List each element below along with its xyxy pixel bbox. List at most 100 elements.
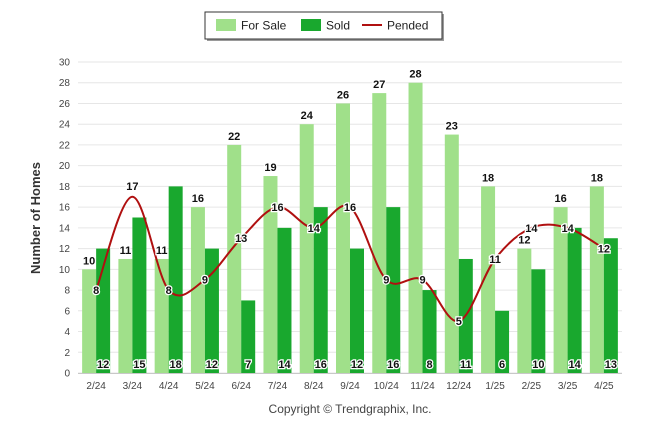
for-sale-value-label: 18 xyxy=(482,172,494,184)
y-tick-label: 0 xyxy=(64,369,70,380)
sold-value-label-halo: 18 xyxy=(170,359,182,371)
pended-value-label: 9 xyxy=(202,275,208,287)
pended-line-layer xyxy=(95,195,605,323)
for-sale-value-label-halo: 19 xyxy=(264,162,276,174)
for-sale-value-label-halo: 24 xyxy=(301,110,314,122)
sold-value-label-halo: 16 xyxy=(387,359,399,371)
sold-value-label: 6 xyxy=(499,359,505,371)
pended-value-label: 12 xyxy=(598,244,610,256)
bar-for-sale xyxy=(263,176,278,373)
pended-value-label: 14 xyxy=(561,223,574,235)
y-tick-label: 16 xyxy=(59,203,71,214)
bar-for-sale xyxy=(299,124,314,373)
legend-label-for-sale: For Sale xyxy=(241,19,287,33)
pended-value-label-halo: 9 xyxy=(202,275,208,287)
pended-value-label: 8 xyxy=(166,285,172,297)
pended-value-label-halo: 14 xyxy=(525,223,538,235)
sold-value-label: 8 xyxy=(426,359,432,371)
bar-for-sale xyxy=(517,248,532,373)
sold-value-label: 13 xyxy=(605,359,617,371)
legend-box xyxy=(204,11,443,40)
sold-value-label: 15 xyxy=(133,359,145,371)
for-sale-value-label: 24 xyxy=(301,110,314,122)
sold-value-label: 7 xyxy=(245,359,251,371)
pended-value-label-halo: 16 xyxy=(271,202,283,214)
for-sale-value-label: 16 xyxy=(192,193,204,205)
pended-value-label: 16 xyxy=(271,202,283,214)
sold-value-label-halo: 14 xyxy=(568,359,581,371)
sold-value-label-halo: 7 xyxy=(245,359,251,371)
x-tick-label: 3/25 xyxy=(558,381,578,392)
pended-value-label-halo: 14 xyxy=(308,223,321,235)
y-tick-label: 22 xyxy=(59,140,71,151)
data-labels: 1010121288111115151717111118188816161212… xyxy=(82,67,618,372)
for-sale-value-label: 10 xyxy=(83,255,95,267)
y-tick-label: 30 xyxy=(59,58,71,69)
for-sale-value-label: 18 xyxy=(591,172,603,184)
y-tick-label: 20 xyxy=(59,161,71,172)
for-sale-value-label-halo: 12 xyxy=(518,235,530,247)
bar-for-sale xyxy=(444,134,459,373)
for-sale-value-label-halo: 22 xyxy=(228,131,240,143)
sold-value-label: 14 xyxy=(278,359,291,371)
pended-value-label-halo: 12 xyxy=(598,244,610,256)
for-sale-value-label-halo: 26 xyxy=(337,89,349,101)
pended-value-label-halo: 9 xyxy=(383,275,389,287)
bar-for-sale xyxy=(553,207,568,373)
x-tick-label: 4/25 xyxy=(594,381,614,392)
sold-value-label: 16 xyxy=(315,359,327,371)
sold-value-label-halo: 12 xyxy=(351,359,363,371)
sold-value-label: 18 xyxy=(170,359,182,371)
copyright-text: Copyright © Trendgraphix, Inc. xyxy=(269,402,432,416)
pended-value-label: 11 xyxy=(489,254,501,266)
sold-value-label-halo: 12 xyxy=(206,359,218,371)
pended-value-label: 14 xyxy=(525,223,538,235)
x-tick-label: 8/24 xyxy=(304,381,324,392)
bar-sold xyxy=(567,227,582,373)
for-sale-value-label-halo: 16 xyxy=(554,193,566,205)
x-tick-label: 2/24 xyxy=(86,381,106,392)
bar-sold xyxy=(495,310,510,373)
y-tick-label: 18 xyxy=(59,182,71,193)
sold-value-label-halo: 13 xyxy=(605,359,617,371)
pended-value-label-halo: 14 xyxy=(561,223,574,235)
bar-sold xyxy=(531,269,546,373)
pended-value-label-halo: 11 xyxy=(489,254,501,266)
sold-value-label: 12 xyxy=(206,359,218,371)
pended-value-label: 8 xyxy=(93,285,99,297)
x-tick-label: 2/25 xyxy=(522,381,542,392)
sold-value-label: 10 xyxy=(532,359,544,371)
for-sale-value-label: 16 xyxy=(554,193,566,205)
y-tick-label: 10 xyxy=(59,265,71,276)
pended-value-label: 5 xyxy=(456,316,462,328)
bar-sold xyxy=(132,217,147,373)
for-sale-value-label-halo: 28 xyxy=(409,69,421,81)
for-sale-value-label: 12 xyxy=(518,235,530,247)
pended-value-label-halo: 9 xyxy=(419,275,425,287)
sold-value-label-halo: 8 xyxy=(426,359,432,371)
for-sale-value-label: 11 xyxy=(120,245,132,257)
sold-value-label-halo: 16 xyxy=(315,359,327,371)
x-tick-label: 10/24 xyxy=(374,381,399,392)
for-sale-value-label: 23 xyxy=(446,121,458,133)
bar-sold xyxy=(277,227,292,373)
y-tick-label: 12 xyxy=(59,244,71,255)
bar-for-sale xyxy=(227,144,242,373)
sold-value-label-halo: 6 xyxy=(499,359,505,371)
y-tick-label: 24 xyxy=(59,120,71,131)
bar-sold xyxy=(422,290,437,373)
bar-for-sale xyxy=(408,82,423,373)
bar-sold xyxy=(313,207,328,373)
pended-value-label: 13 xyxy=(235,233,247,245)
bar-sold xyxy=(386,207,401,373)
bar-for-sale xyxy=(336,103,350,373)
for-sale-value-label-halo: 23 xyxy=(446,121,458,133)
sold-value-label: 11 xyxy=(460,359,472,371)
y-tick-label: 4 xyxy=(64,327,70,338)
for-sale-value-label-halo: 10 xyxy=(83,255,95,267)
bars xyxy=(82,82,618,373)
legend-swatch-sold xyxy=(301,19,321,31)
bar-for-sale xyxy=(118,258,133,373)
